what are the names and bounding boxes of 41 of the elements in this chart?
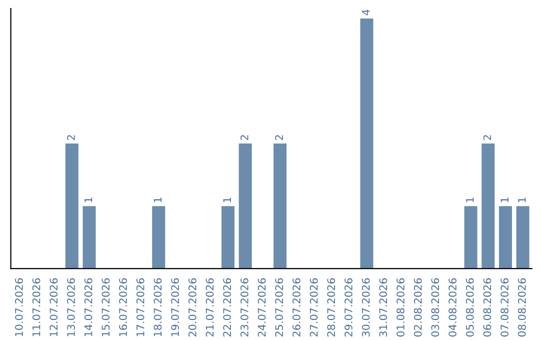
x-tick-label: 31.07.2026 xyxy=(379,278,388,336)
data-label: 1 xyxy=(500,198,508,202)
x-tick-label: 05.08.2026 xyxy=(466,278,474,337)
x-tick-label: 18.07.2026 xyxy=(154,278,162,336)
data-label: 2 xyxy=(275,135,283,140)
data-label: 1 xyxy=(223,198,231,202)
x-tick-label: 21.07.2026 xyxy=(206,278,214,337)
x-tick-label: 24.07.2026 xyxy=(258,278,266,337)
x-tick-label: 03.08.2026 xyxy=(431,278,440,337)
x-tick-label: 12.07.2026 xyxy=(50,278,58,336)
x-tick-label: 17.07.2026 xyxy=(136,278,144,336)
x-tick-label: 04.08.2026 xyxy=(448,278,456,337)
data-label: 1 xyxy=(518,198,526,202)
data-label: 4 xyxy=(362,10,370,16)
x-tick-label: 16.07.2026 xyxy=(119,278,127,336)
x-tick-label: 14.07.2026 xyxy=(84,278,92,336)
x-tick-label: 27.07.2026 xyxy=(310,278,318,337)
x-tick-label: 29.07.2026 xyxy=(344,278,352,337)
x-tick-label: 23.07.2026 xyxy=(240,278,248,337)
x-tick-label: 25.07.2026 xyxy=(275,278,284,337)
data-label: 2 xyxy=(240,135,248,140)
x-tick-label: 22.07.2026 xyxy=(223,278,232,337)
x-tick-label: 20.07.2026 xyxy=(188,278,196,337)
x-tick-label: 01.08.2026 xyxy=(396,278,404,337)
data-label: 1 xyxy=(466,198,474,202)
data-label: 1 xyxy=(84,198,92,202)
x-tick-label: 07.08.2026 xyxy=(500,278,508,337)
x-tick-label: 13.07.2026 xyxy=(67,278,75,336)
data-label: 1 xyxy=(154,198,162,202)
data-label: 2 xyxy=(483,135,492,140)
x-tick-label: 19.07.2026 xyxy=(171,278,179,336)
x-tick-label: 08.08.2026 xyxy=(518,278,526,337)
x-tick-label: 28.07.2026 xyxy=(327,278,336,337)
x-tick-label: 15.07.2026 xyxy=(102,278,110,336)
x-tick-label: 26.07.2026 xyxy=(292,278,300,337)
data-label: 2 xyxy=(67,135,75,140)
x-tick-label: 11.07.2026 xyxy=(32,278,40,336)
x-tick-label: 06.08.2026 xyxy=(483,278,492,337)
x-tick-label: 30.07.2026 xyxy=(362,278,370,336)
x-tick-label: 10.07.2026 xyxy=(15,278,23,336)
x-tick-label: 02.08.2026 xyxy=(414,278,422,337)
